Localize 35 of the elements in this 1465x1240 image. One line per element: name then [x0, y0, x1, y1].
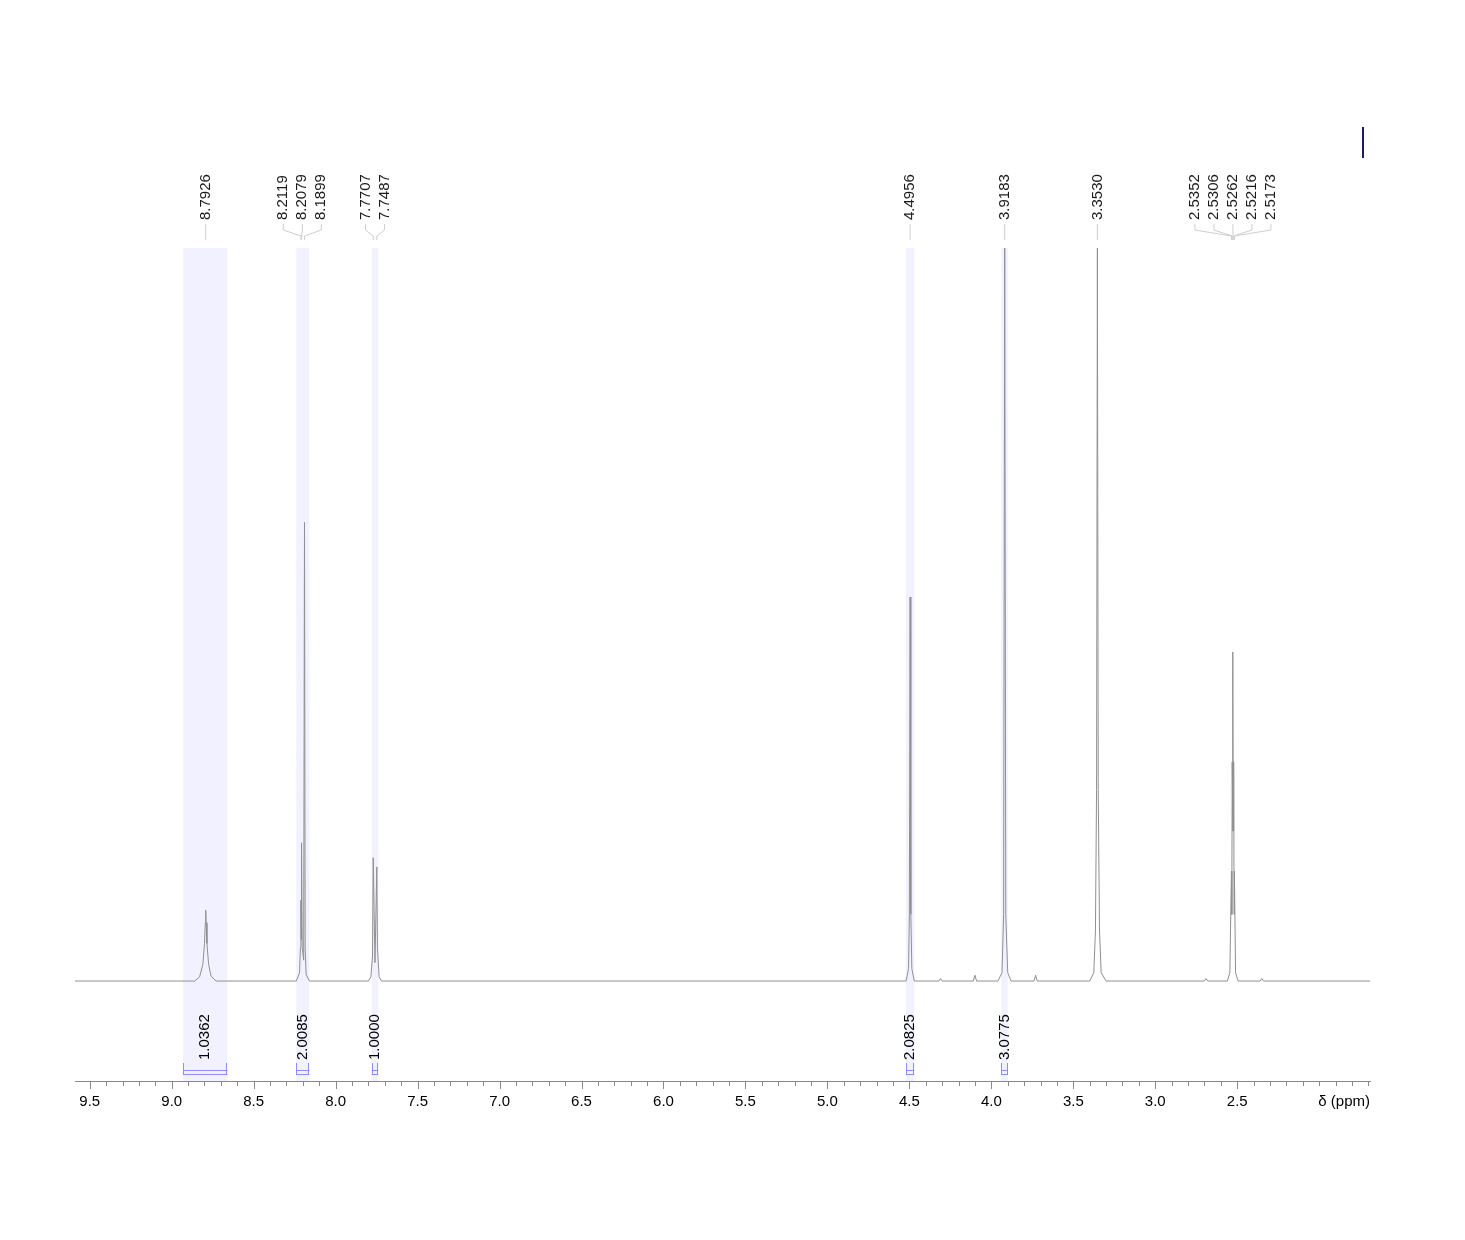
- annotation: 2.5352: [1185, 174, 1203, 220]
- band-label: 1.0000: [365, 1014, 383, 1060]
- x-tick-label: 3.0: [1144, 1092, 1166, 1110]
- x-tick-label: 6.5: [571, 1092, 592, 1110]
- annotation: 7.7707: [355, 174, 373, 220]
- annotation: 8.1899: [311, 174, 329, 220]
- x-tick-label: 2.5: [1226, 1092, 1248, 1110]
- annotation: 4.4956: [900, 174, 918, 220]
- annotation: 2.5173: [1261, 174, 1279, 220]
- x-tick-label: 9.5: [79, 1092, 101, 1110]
- band-label: 1.0362: [195, 1014, 213, 1060]
- x-tick-label: 7.0: [489, 1092, 510, 1110]
- annotation: 2.5216: [1242, 174, 1260, 220]
- x-tick-label: 8.5: [243, 1092, 265, 1110]
- annotation: 3.9183: [994, 174, 1012, 220]
- x-tick-label: 7.5: [407, 1092, 429, 1110]
- x-tick-label: 8.0: [325, 1092, 347, 1110]
- x-axis-title: δ (ppm): [1318, 1092, 1370, 1110]
- annotation: 7.7487: [374, 174, 392, 220]
- x-tick-label: 6.0: [653, 1092, 674, 1110]
- annotation: 8.2119: [273, 175, 291, 220]
- annotation: 8.2079: [292, 174, 310, 220]
- band-label: 3.0775: [994, 1014, 1012, 1060]
- band-label: 2.0825: [900, 1014, 918, 1060]
- annotation: 8.7926: [195, 174, 213, 220]
- x-tick-label: 9.0: [161, 1092, 183, 1110]
- annotation: 2.5262: [1223, 174, 1241, 220]
- band-label: 2.0085: [293, 1014, 310, 1060]
- x-tick-label: 3.5: [1062, 1092, 1084, 1110]
- annotation: 3.3530: [1087, 174, 1105, 220]
- x-tick-label: 4.0: [980, 1092, 1002, 1110]
- annotation: 2.5306: [1204, 174, 1222, 220]
- x-tick-label: 4.5: [898, 1092, 920, 1110]
- x-tick-label: 5.5: [735, 1092, 756, 1110]
- x-tick-label: 5.0: [816, 1092, 838, 1110]
